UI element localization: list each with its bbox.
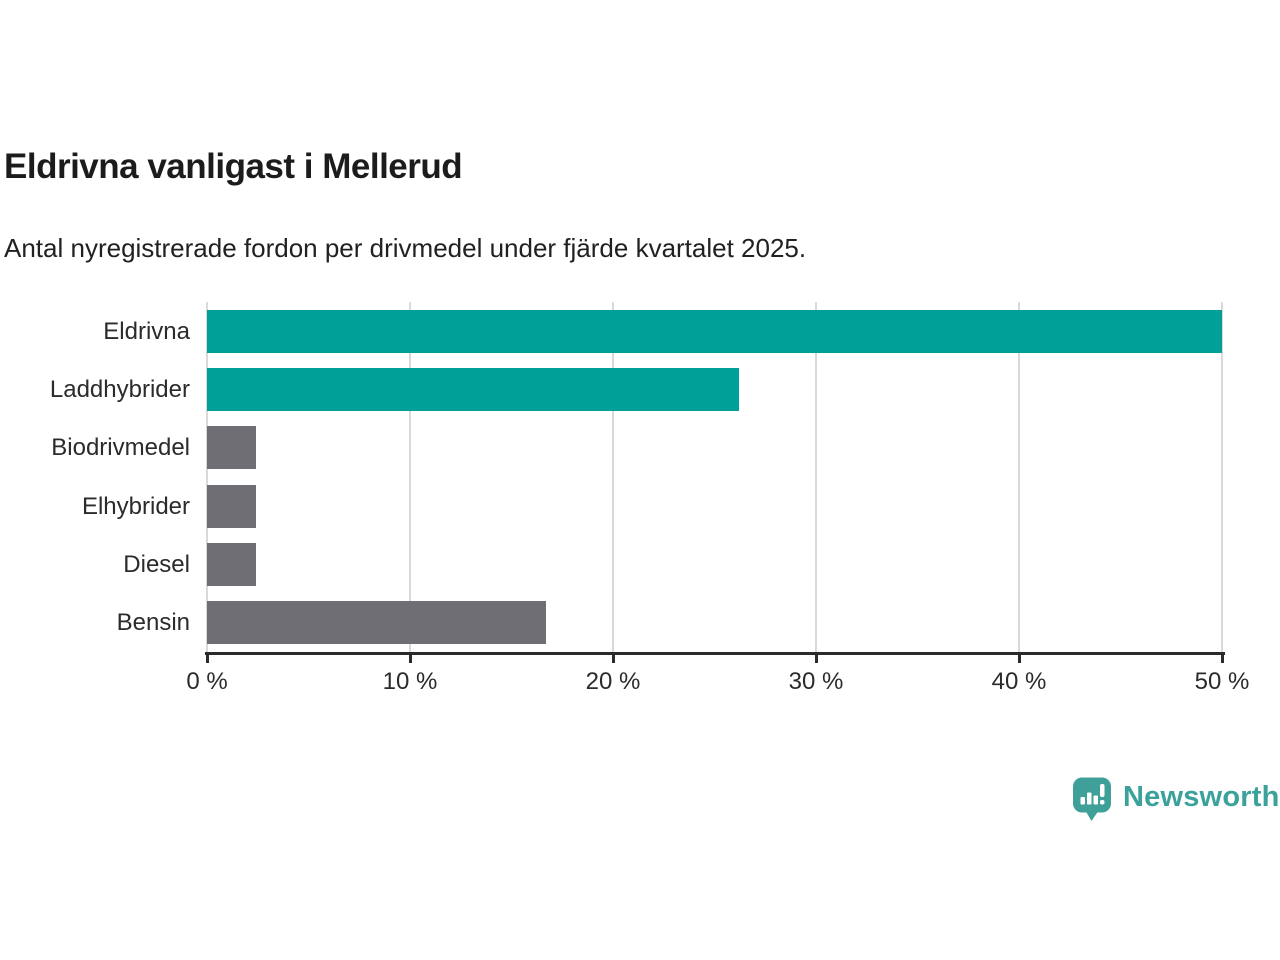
x-axis-tick-label-20: 20 % bbox=[585, 668, 641, 695]
bar-biodrivmedel bbox=[207, 426, 256, 469]
gridline-30-percent bbox=[815, 302, 817, 652]
bar-diesel bbox=[207, 543, 256, 586]
chart-title: Eldrivna vanligast i Mellerud bbox=[4, 147, 463, 186]
x-axis-tick-30 bbox=[814, 652, 818, 663]
category-label-bensin: Bensin bbox=[116, 608, 190, 636]
x-axis-tick-10 bbox=[408, 652, 412, 663]
x-axis-tick-50 bbox=[1220, 652, 1224, 663]
x-axis-tick-0 bbox=[205, 652, 209, 663]
chart-subtitle: Antal nyregistrerade fordon per drivmede… bbox=[4, 233, 807, 263]
gridline-0-percent bbox=[206, 302, 208, 652]
newsworthy-logo: Newsworthy bbox=[1072, 777, 1280, 822]
bar-eldrivna bbox=[207, 310, 1222, 353]
bar-chart: Eldrivna Laddhybrider Biodrivmedel Elhybrid… bbox=[0, 302, 1280, 712]
gridline-40-percent bbox=[1018, 302, 1020, 652]
category-label-elhybrider: Elhybrider bbox=[81, 492, 190, 520]
x-axis-tick-label-0: 0 % bbox=[186, 668, 228, 695]
gridline-50-percent bbox=[1221, 302, 1223, 652]
bar-elhybrider bbox=[207, 485, 256, 528]
category-label-biodrivmedel: Biodrivmedel bbox=[51, 433, 190, 461]
gridline-20-percent bbox=[612, 302, 614, 652]
x-axis-tick-40 bbox=[1017, 652, 1021, 663]
x-axis-line bbox=[205, 652, 1225, 655]
bar-bensin bbox=[207, 601, 546, 644]
gridline-10-percent bbox=[409, 302, 411, 652]
newsworthy-wordmark: Newsworthy bbox=[1123, 781, 1280, 813]
x-axis-tick-label-30: 30 % bbox=[788, 668, 844, 695]
category-label-eldrivna: Eldrivna bbox=[103, 317, 190, 345]
x-axis-tick-label-10: 10 % bbox=[382, 668, 438, 695]
newsworthy-logo-icon bbox=[1073, 777, 1111, 821]
x-axis-tick-label-40: 40 % bbox=[991, 668, 1047, 695]
x-axis-tick-20 bbox=[611, 652, 615, 663]
category-label-diesel: Diesel bbox=[123, 550, 190, 578]
category-label-laddhybrider: Laddhybrider bbox=[49, 375, 190, 403]
x-axis-tick-label-50: 50 % bbox=[1194, 668, 1250, 695]
bar-laddhybrider bbox=[207, 368, 739, 411]
